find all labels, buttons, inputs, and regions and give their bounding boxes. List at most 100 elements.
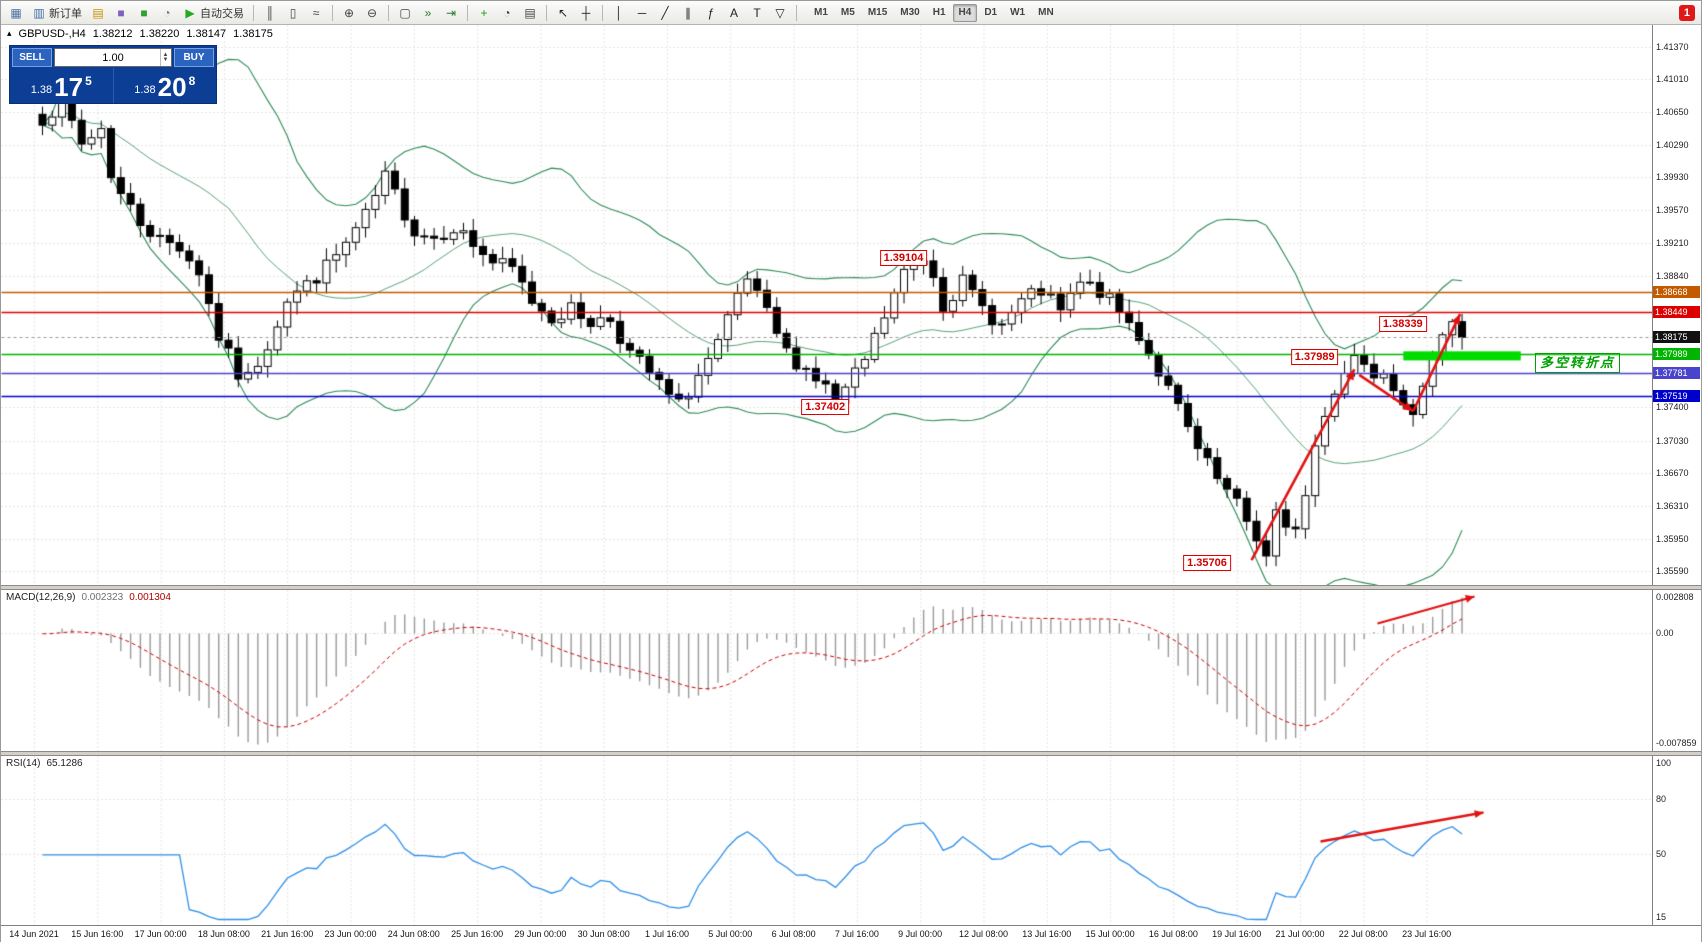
timeframe-h4-button[interactable]: H4 [952, 3, 978, 22]
indicators-button[interactable]: + [473, 3, 495, 23]
rsi-axis[interactable]: 100 80 50 15 [1653, 756, 1701, 925]
zoom-in-button[interactable]: ⊕ [338, 3, 360, 23]
price-callout[interactable]: 1.39104 [879, 250, 928, 267]
sell-button[interactable]: SELL [12, 48, 52, 67]
new-chart-button[interactable]: ▦ [5, 3, 27, 23]
channel-button[interactable]: ∥ [677, 3, 699, 23]
volume-value: 1.00 [102, 51, 124, 64]
price-axis-tick: 1.35590 [1656, 566, 1689, 577]
stepper-up-icon[interactable]: ▲ [162, 51, 169, 58]
time-axis-label: 6 Jul 08:00 [771, 929, 816, 939]
periods-button[interactable]: ◔ [496, 3, 518, 23]
cursor-button[interactable]: ↖ [552, 3, 574, 23]
chart-line-button[interactable]: ≈ [305, 3, 327, 23]
price-axis[interactable]: 1.41370 1.41010 1.40650 1.40290 1.39930 1.395… [1653, 25, 1701, 585]
strategy-tester-button[interactable]: ◔ [156, 3, 178, 23]
time-axis-label: 16 Jul 08:00 [1148, 929, 1198, 939]
rsi-axis-tick: 50 [1656, 849, 1667, 860]
timeframe-h1-button[interactable]: H1 [927, 4, 952, 22]
price-chart-canvas[interactable] [1, 25, 1652, 585]
price-callout[interactable]: 1.38339 [1378, 316, 1427, 333]
notification-badge[interactable]: 1 [1678, 5, 1695, 21]
ohlc-close: 1.38175 [233, 28, 273, 40]
chart-candles-button[interactable]: ▯ [282, 3, 304, 23]
new-order-label: 新订单 [49, 7, 82, 20]
crosshair-button[interactable]: ┼ [575, 3, 597, 23]
timeframe-w1-button[interactable]: W1 [1004, 4, 1031, 22]
toolbar-separator [388, 4, 389, 21]
buy-button[interactable]: BUY [174, 48, 214, 67]
time-axis-label: 7 Jul 16:00 [834, 929, 879, 939]
macd-axis[interactable]: 0.002808 0.00 -0.007859 [1653, 590, 1701, 751]
annotation-label[interactable]: 多空转折点 [1535, 353, 1621, 373]
price-chart-panel: ▴ GBPUSD-,H4 1.38212 1.38220 1.38147 1.3… [1, 25, 1701, 585]
macd-name: MACD(12,26,9) [6, 592, 76, 603]
timeframe-m15-button[interactable]: M15 [862, 4, 893, 22]
market-watch-icon: ▤ [92, 5, 104, 20]
auto-scroll-button[interactable]: » [417, 3, 439, 23]
price-axis-tick: 1.40290 [1656, 139, 1689, 150]
vertical-line-button[interactable]: │ [608, 3, 630, 23]
stepper-down-icon[interactable]: ▼ [162, 56, 169, 63]
price-callout[interactable]: 1.37989 [1290, 349, 1339, 365]
macd-plot[interactable]: MACD(12,26,9) 0.002323 0.001304 [1, 590, 1653, 751]
text-button[interactable]: A [723, 3, 745, 23]
price-axis-tag: 1.38668 [1653, 286, 1700, 299]
chart-shift-button[interactable]: ⇥ [440, 3, 462, 23]
new-order-button[interactable]: ▥ 新订单 [28, 3, 86, 23]
navigator-button[interactable]: ■ [110, 3, 132, 23]
timeframe-m1-button[interactable]: M1 [808, 4, 834, 22]
trendline-button[interactable]: ╱ [654, 3, 676, 23]
fibonacci-button[interactable]: ƒ [700, 3, 722, 23]
rsi-panel: RSI(14) 65.1286 100 80 50 15 [1, 756, 1701, 925]
time-axis-label: 15 Jun 16:00 [71, 929, 124, 939]
zoom-out-button[interactable]: ⊖ [361, 3, 383, 23]
rsi-name: RSI(14) [6, 758, 41, 769]
horizontal-line-button[interactable]: ─ [631, 3, 653, 23]
panel-separator[interactable] [1, 751, 1701, 756]
timeframe-toolbar: M1 M5 M15 M30 H1 H4 D1 W1 MN [808, 3, 1060, 22]
price-axis-tick: 1.37030 [1656, 435, 1689, 446]
rsi-canvas[interactable] [1, 756, 1652, 925]
text-label-icon: T [753, 5, 761, 20]
volume-input[interactable]: 1.00 ▲ ▼ [54, 48, 172, 67]
auto-trading-button[interactable]: ▶ 自动交易 [179, 3, 248, 23]
chart-bars-icon: ║ [265, 5, 275, 20]
price-axis-tick: 1.39930 [1656, 172, 1689, 183]
text-label-button[interactable]: T [746, 3, 768, 23]
shapes-button[interactable]: ▽ [769, 3, 791, 23]
chart-line-icon: ≈ [312, 5, 320, 20]
price-chart-plot[interactable]: ▴ GBPUSD-,H4 1.38212 1.38220 1.38147 1.3… [1, 25, 1653, 585]
timeframe-d1-button[interactable]: D1 [978, 4, 1003, 22]
macd-canvas[interactable] [1, 590, 1652, 751]
buy-price[interactable]: 1.38 20 8 [112, 68, 217, 103]
time-axis[interactable]: 14 Jun 2021 15 Jun 16:00 17 Jun 00:00 18 Ju… [1, 925, 1701, 942]
terminal-button[interactable]: ■ [133, 3, 155, 23]
toolbar: ▦ ▥ 新订单 ▤ ■ ■ ◔ ▶ 自动交易 ║ ▯ ≈ ⊕ ⊖ ▢» ⇥ + ◔ ▤ ↖ ┼ │ ─ ╱ ∥ ƒ A T ▽ M1 M5 M… [1, 1, 1701, 25]
crosshair-icon: ┼ [581, 5, 591, 20]
time-axis-label: 25 Jun 16:00 [451, 929, 504, 939]
timeframe-mn-button[interactable]: MN [1032, 4, 1060, 22]
rsi-label: RSI(14) 65.1286 [6, 758, 83, 769]
rsi-plot[interactable]: RSI(14) 65.1286 [1, 756, 1653, 925]
auto-trading-icon: ▶ [185, 5, 195, 20]
price-callout[interactable]: 1.37402 [801, 398, 850, 415]
macd-value-signal: 0.001304 [129, 592, 171, 603]
new-order-icon: ▥ [33, 5, 45, 20]
rsi-axis-tick: 100 [1656, 758, 1672, 768]
timeframe-m5-button[interactable]: M5 [835, 4, 861, 22]
rsi-axis-tick: 80 [1656, 793, 1667, 804]
tile-windows-button[interactable]: ▢ [394, 3, 416, 23]
sell-price[interactable]: 1.38 17 5 [10, 68, 113, 103]
price-callout[interactable]: 1.35706 [1183, 555, 1231, 572]
chart-workspace: ▴ GBPUSD-,H4 1.38212 1.38220 1.38147 1.3… [1, 25, 1701, 942]
panel-separator[interactable] [1, 585, 1701, 590]
volume-stepper[interactable]: ▲ ▼ [160, 49, 170, 66]
chart-bars-button[interactable]: ║ [259, 3, 281, 23]
templates-icon: ▤ [524, 5, 536, 20]
timeframe-m30-button[interactable]: M30 [894, 4, 925, 22]
time-axis-label: 23 Jun 00:00 [324, 929, 377, 939]
market-watch-button[interactable]: ▤ [87, 3, 109, 23]
templates-button[interactable]: ▤ [519, 3, 541, 23]
time-axis-label: 21 Jul 00:00 [1275, 929, 1325, 939]
